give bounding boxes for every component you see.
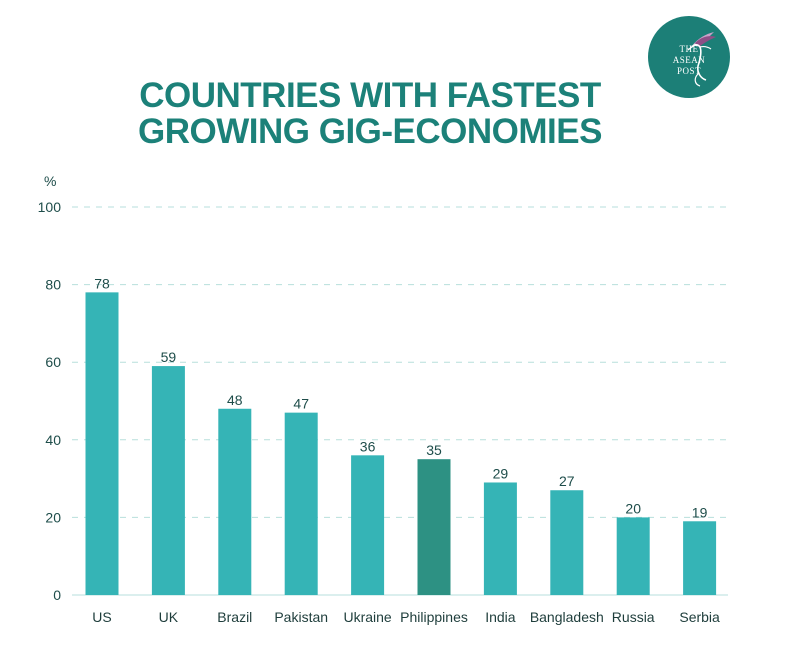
bar-bangladesh (550, 490, 584, 595)
bar-ukraine (351, 455, 385, 595)
category-label-philippines: Philippines (400, 609, 468, 625)
y-tick-label-0: 0 (53, 587, 61, 603)
y-tick-label-20: 20 (45, 509, 61, 525)
value-label-philippines: 35 (426, 442, 442, 458)
y-tick-label-100: 100 (38, 199, 62, 215)
bar-philippines (417, 459, 451, 595)
value-label-brazil: 48 (227, 392, 243, 408)
category-labels: US UK Brazil Pakistan Ukraine Philippines Indi… (92, 609, 720, 625)
category-label-bangladesh: Bangladesh (530, 609, 604, 625)
value-label-us: 78 (94, 275, 110, 291)
y-tick-label-80: 80 (45, 277, 61, 293)
chart-title-line-2: GROWING GIG-ECONOMIES (138, 112, 602, 151)
y-tick-label-60: 60 (45, 354, 61, 370)
y-axis-unit-label: % (44, 173, 56, 189)
bar-pakistan (284, 412, 318, 595)
value-label-pakistan: 47 (293, 396, 309, 412)
the-asean-post-logo: THE ASEAN POST (648, 16, 730, 98)
category-label-india: India (485, 609, 516, 625)
hummingbird-icon (687, 32, 716, 87)
category-label-pakistan: Pakistan (274, 609, 328, 625)
category-label-us: US (92, 609, 111, 625)
logo-text-post: POST (676, 66, 701, 76)
category-label-brazil: Brazil (217, 609, 252, 625)
value-label-ukraine: 36 (360, 438, 376, 454)
category-label-ukraine: Ukraine (343, 609, 391, 625)
bar-uk (151, 366, 185, 595)
value-labels: 78 59 48 47 36 35 29 27 20 19 (94, 275, 707, 520)
logo-text-the: THE (679, 44, 699, 54)
category-label-russia: Russia (612, 609, 655, 625)
value-label-bangladesh: 27 (559, 473, 575, 489)
bars (85, 292, 717, 595)
bar-serbia (683, 521, 717, 595)
bar-brazil (218, 408, 252, 595)
value-label-serbia: 19 (692, 504, 708, 520)
y-axis-ticks: 0 20 40 60 80 100 (38, 199, 62, 603)
chart-title: COUNTRIES WITH FASTEST GROWING GIG-ECONO… (60, 78, 680, 150)
category-label-serbia: Serbia (679, 609, 720, 625)
value-label-india: 29 (493, 465, 509, 481)
y-tick-label-40: 40 (45, 432, 61, 448)
bar-india (483, 482, 517, 595)
bar-us (85, 292, 119, 595)
chart-title-line-1: COUNTRIES WITH FASTEST (139, 76, 601, 115)
bar-russia (616, 517, 650, 595)
logo-text-asean: ASEAN (672, 55, 706, 65)
value-label-russia: 20 (625, 500, 641, 516)
category-label-uk: UK (159, 609, 179, 625)
value-label-uk: 59 (161, 349, 177, 365)
